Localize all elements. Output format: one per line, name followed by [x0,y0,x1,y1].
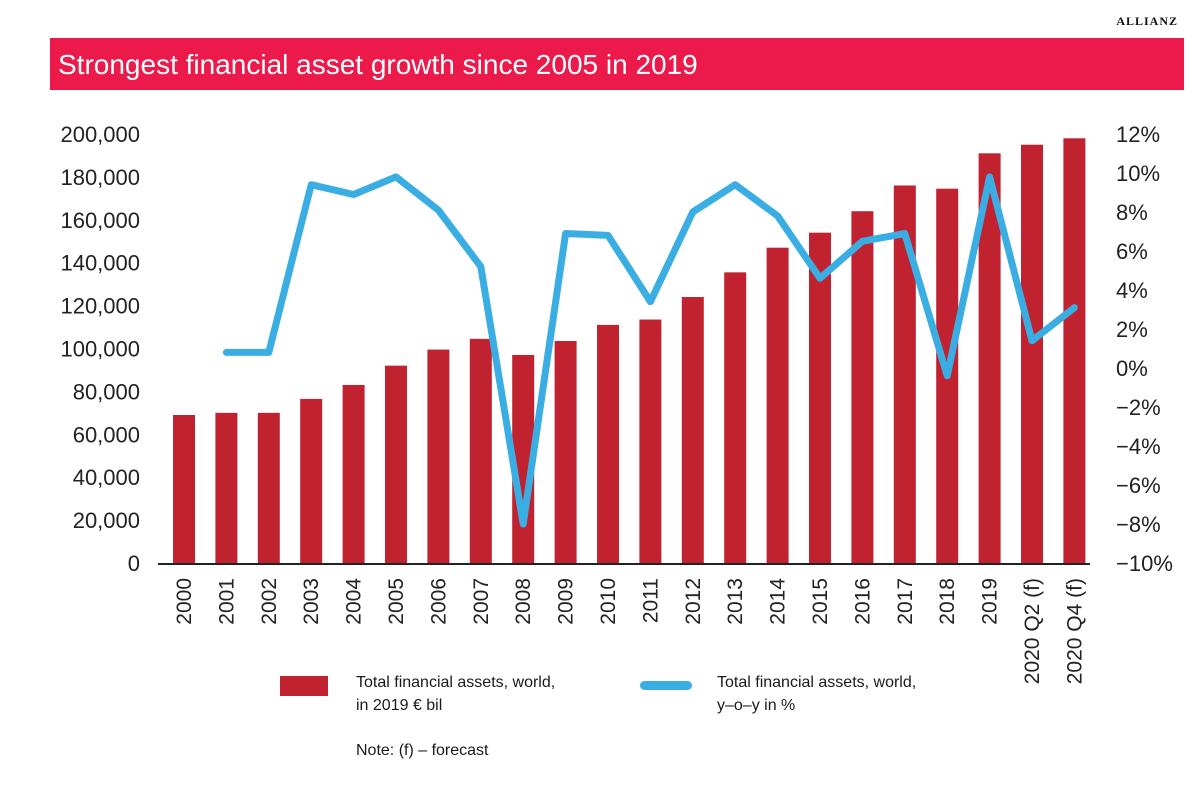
bar-2002 [257,412,280,563]
x-tick-label: 2020 Q4 (f) [1063,578,1086,684]
left-tick-label: 40,000 [73,465,140,490]
legend-swatch-bars [280,676,328,696]
x-tick-label: 2016 [851,578,874,625]
title-bar: Strongest financial asset growth since 2… [50,38,1184,90]
bar-2015 [809,232,831,564]
bar-2010 [597,324,619,563]
right-tick-label: 2% [1116,317,1148,342]
bar-2012 [681,297,704,563]
x-tick-label: 2007 [470,578,493,625]
bar-2000 [173,414,195,563]
right-tick-label: 6% [1116,239,1148,264]
right-tick-label: 12% [1116,122,1160,147]
legend-line-line1: Total financial assets, world, [717,674,917,691]
bar-2001 [215,412,238,563]
right-tick-label: −4% [1116,434,1161,459]
x-tick-label: 2010 [597,578,620,625]
bar-2004 [342,384,365,563]
bar-2017 [893,185,916,564]
legend-label-line: Total financial assets, world, y–o–y in … [717,671,967,717]
x-tick-label: 2012 [682,578,705,625]
x-tick-label: 2017 [894,578,917,625]
bar-2005 [385,365,407,563]
bar-2014 [766,247,789,563]
left-tick-label: 180,000 [60,165,140,190]
x-tick-label: 2002 [258,578,281,625]
right-tick-label: 4% [1116,278,1148,303]
x-tick-label: 2015 [809,578,832,625]
bar-2016 [851,211,874,563]
x-tick-label: 2008 [512,578,535,625]
left-tick-label: 60,000 [73,422,140,447]
bar-2013 [724,272,747,563]
legend-bars-line2: in 2019 € bil [356,697,443,714]
left-tick-label: 200,000 [60,122,140,147]
legend-label-bars: Total financial assets, world, in 2019 €… [356,671,606,717]
bar-2011 [639,319,662,563]
legend-swatch-line [640,681,692,690]
bar-2009 [554,340,577,563]
x-tick-label: 2003 [300,578,323,625]
bar-2007 [469,338,492,563]
right-tick-label: −10% [1116,551,1173,576]
x-tick-label: 2000 [173,578,196,625]
bar-2020-q4-f [1063,138,1086,564]
bar-2019 [978,153,1001,563]
x-tick-label: 2005 [385,578,408,625]
legend-line-line2: y–o–y in % [717,697,796,714]
right-tick-label: 10% [1116,161,1160,186]
left-tick-label: 160,000 [60,208,140,233]
right-tick-label: −2% [1116,395,1161,420]
x-tick-label: 2011 [639,578,662,623]
right-tick-label: −8% [1116,512,1161,537]
left-tick-label: 100,000 [60,337,140,362]
left-axis-ticks: 0 20,000 40,000 60,000 80,000 100,000 120,000 1… [60,122,140,576]
chart-title: Strongest financial asset growth since 2… [58,49,698,80]
x-tick-label: 2018 [936,578,959,625]
right-tick-label: 0% [1116,356,1148,381]
x-tick-label: 2006 [427,578,450,625]
left-tick-label: 80,000 [73,379,140,404]
bar-2003 [300,398,323,563]
x-tick-label: 2013 [724,578,747,625]
x-tick-label: 2014 [767,578,790,625]
right-tick-label: 8% [1116,200,1148,225]
left-tick-label: 20,000 [73,508,140,533]
x-tick-label: 2019 [979,578,1002,625]
bar-2020-q2-f [1021,144,1043,563]
x-tick-label: 2001 [215,578,238,625]
right-tick-label: −6% [1116,473,1161,498]
right-axis-ticks: −10% −8% −6% −4% −2% 0% 2% 4% 6% 8% 10% 12% [1116,122,1173,576]
x-axis-ticks: 2000 2001 2002 2003 2004 2005 2006 2007 2008 2009… [173,578,1086,685]
left-tick-label: 140,000 [60,251,140,276]
x-tick-label: 2004 [343,578,366,625]
x-tick-label: 2009 [555,578,578,625]
left-tick-label: 0 [128,551,140,576]
footnote: Note: (f) – forecast [356,742,489,759]
brand-logo-text: ALLIANZ [1116,14,1178,28]
yoy-line-series [222,173,1078,528]
left-tick-label: 120,000 [60,294,140,319]
x-tick-label: 2020 Q2 (f) [1021,578,1044,684]
bar-2006 [427,349,450,563]
legend-bars-line1: Total financial assets, world, [356,674,556,691]
